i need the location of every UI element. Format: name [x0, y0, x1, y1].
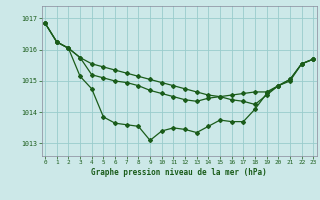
X-axis label: Graphe pression niveau de la mer (hPa): Graphe pression niveau de la mer (hPa) [91, 168, 267, 177]
